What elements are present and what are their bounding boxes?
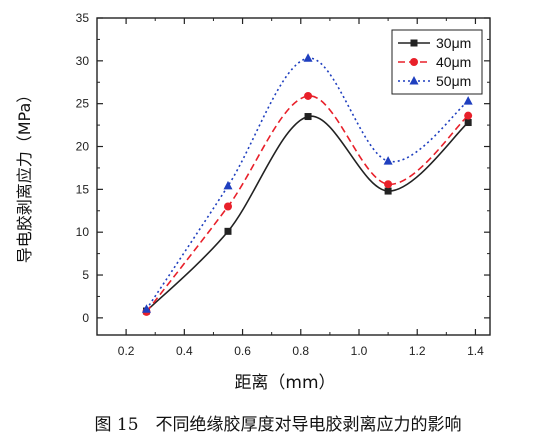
series-line xyxy=(145,115,469,312)
y-axis-label: 导电胶剥离应力（MPa） xyxy=(15,87,34,264)
series-layer xyxy=(141,53,473,316)
x-axis: 0.2 0.4 0.6 0.8 1.0 1.2 1.4 xyxy=(118,18,484,358)
series-line xyxy=(145,95,469,313)
y-tick-label: 30 xyxy=(76,54,90,68)
x-tick-label: 1.4 xyxy=(467,344,484,358)
data-point xyxy=(464,119,472,127)
data-point xyxy=(223,180,233,190)
y-tick-label: 0 xyxy=(82,311,89,325)
data-point xyxy=(464,111,473,120)
y-tick-label: 5 xyxy=(82,268,89,282)
x-tick-label: 0.2 xyxy=(118,344,135,358)
data-point xyxy=(383,156,393,165)
y-tick-label: 20 xyxy=(76,140,90,154)
data-point xyxy=(224,227,232,235)
x-tick-label: 0.6 xyxy=(234,344,251,358)
legend: 30μm 40μm 50μm xyxy=(391,29,483,95)
x-axis-label: 距离（mm） xyxy=(234,373,335,393)
legend-label: 30μm xyxy=(436,35,471,51)
legend-marker xyxy=(410,58,418,66)
series-2 xyxy=(141,53,473,313)
y-tick-label: 10 xyxy=(76,225,90,239)
data-point xyxy=(141,304,151,313)
legend-box xyxy=(391,29,483,95)
data-point xyxy=(304,91,313,100)
data-point xyxy=(303,53,313,62)
series-1 xyxy=(142,91,473,316)
legend-label: 40μm xyxy=(436,54,471,70)
legend-marker xyxy=(410,39,418,47)
data-point xyxy=(224,202,232,211)
data-point xyxy=(384,180,393,189)
y-tick-label: 35 xyxy=(76,11,90,25)
legend-label: 50μm xyxy=(436,73,471,89)
data-point xyxy=(384,187,392,195)
data-point xyxy=(304,113,312,121)
x-tick-label: 1.2 xyxy=(409,344,426,358)
x-tick-label: 1.0 xyxy=(351,344,368,358)
y-tick-label: 25 xyxy=(76,97,90,111)
y-axis: 0 5 10 15 20 25 30 35 xyxy=(76,11,490,325)
x-tick-label: 0.4 xyxy=(176,344,193,358)
x-tick-label: 0.8 xyxy=(292,344,309,358)
series-0 xyxy=(142,113,472,315)
plot-frame xyxy=(96,17,491,336)
y-tick-label: 15 xyxy=(76,182,90,196)
legend-marker xyxy=(409,76,419,85)
data-point xyxy=(463,96,473,105)
plot-area xyxy=(96,17,491,336)
figure-caption: 图 15 不同绝缘胶厚度对导电胶剥离应力的影响 xyxy=(94,415,462,435)
stress-line-chart: 0.2 0.4 0.6 0.8 1.0 1.2 1.4 0 5 10 15 20 25 30 35 30μ… xyxy=(15,11,491,393)
